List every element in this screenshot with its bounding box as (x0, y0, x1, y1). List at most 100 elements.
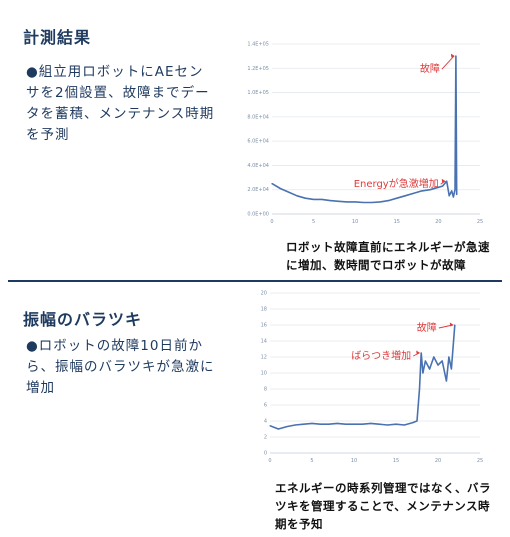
energy-chart-data-point (455, 55, 457, 57)
energy-chart-x-tick-label: 10 (352, 219, 358, 225)
amplitude-chart-x-tick-label: 5 (310, 458, 313, 464)
energy-chart-y-tick-label: 6.0E+04 (247, 139, 269, 145)
amplitude-chart-arrowhead (416, 350, 421, 355)
energy-chart-data-point (454, 189, 456, 191)
energy-chart-data-point (452, 196, 454, 198)
energy-chart-data-point (304, 197, 306, 199)
energy-chart-data-point (437, 186, 439, 188)
amplitude-chart-y-tick-label: 4 (264, 419, 267, 425)
amplitude-chart-data-point (328, 423, 330, 425)
energy-chart-data-point (313, 198, 315, 201)
amplitude-chart-data-point (269, 425, 271, 427)
energy-chart-data-point (412, 192, 415, 194)
energy-chart-y-tick-label: 2.0E+04 (247, 187, 269, 193)
energy-chart-data-point (446, 180, 448, 182)
energy-chart-y-tick-label: 0.0E+00 (247, 212, 269, 218)
amplitude-chart-x-tick-label: 10 (351, 458, 357, 464)
energy-chart-x-tick-label: 25 (477, 219, 483, 225)
energy-chart-data-point (288, 191, 290, 193)
energy-chart-annotation-arrow (441, 55, 455, 70)
energy-chart-data-point (354, 201, 356, 203)
energy-chart-x-tick-label: 0 (270, 219, 273, 225)
amplitude-chart-data-point (412, 422, 414, 424)
energy-chart-data-point (346, 201, 348, 203)
energy-chart: 0.0E+00 2.0E+04 4.0E+04 6.0E+04 8.0E+04 1.0E+… (247, 42, 483, 226)
amplitude-chart-data-point (395, 423, 397, 425)
energy-chart-data-point (337, 200, 340, 202)
amplitude-chart-y-tick-label: 2 (264, 435, 267, 441)
amplitude-chart-annotation-label: ばらつき増加 (351, 349, 411, 362)
energy-chart-arrowhead (450, 53, 455, 58)
amplitude-chart-data-point (378, 423, 380, 425)
amplitude-chart-y-tick-label: 0 (264, 451, 267, 457)
amplitude-chart-data-point (336, 422, 338, 424)
amplitude-chart-data-point (353, 423, 355, 425)
amplitude-chart-y-tick-label: 10 (261, 371, 267, 377)
amplitude-chart-x-tick-label: 20 (435, 458, 441, 464)
section2-title: 振幅のバラツキ (23, 310, 143, 329)
amplitude-chart-data-point (418, 388, 421, 390)
amplitude-chart-data-point (454, 324, 456, 326)
energy-chart-data-point (329, 200, 331, 202)
amplitude-chart-y-tick-label: 12 (261, 355, 267, 361)
amplitude-chart-y-tick-label: 20 (261, 291, 267, 297)
energy-chart-data-point (296, 195, 298, 197)
energy-chart-data-point (362, 201, 365, 204)
energy-chart-y-tick-label: 8.0E+04 (247, 114, 269, 120)
energy-chart-data-point (396, 197, 398, 199)
amplitude-chart-y-tick-label: 16 (261, 323, 267, 329)
amplitude-chart-data-point (311, 422, 313, 424)
amplitude-chart-x-tick-label: 15 (393, 458, 399, 464)
energy-chart-data-point (387, 200, 390, 202)
amplitude-chart-data-point (448, 356, 450, 358)
amplitude-chart-data-point (345, 423, 347, 425)
amplitude-chart-y-tick-label: 14 (261, 339, 267, 345)
energy-chart-data-point (456, 193, 458, 196)
energy-chart-data-point (379, 201, 381, 203)
energy-chart-y-tick-label: 4.0E+04 (247, 163, 269, 169)
amplitude-chart-data-point (387, 424, 389, 426)
amplitude-chart-data-point (403, 424, 405, 426)
amplitude-chart-annotation-label: 故障 (417, 321, 437, 334)
energy-chart-y-tick-label: 1.0E+05 (247, 90, 269, 96)
amplitude-chart-data-point (437, 364, 439, 366)
energy-chart-data-point (404, 195, 406, 197)
amplitude-chart-data-point (294, 424, 296, 426)
section1-bullet: ●組立用ロボットにAEセンサを2個設置、故障までデータを蓄積、メンテナンス時期を… (26, 64, 215, 143)
energy-chart-y-tick-label: 1.2E+05 (247, 66, 269, 72)
amplitude-chart-arrowhead (449, 322, 454, 327)
amplitude-chart-data-point (277, 428, 279, 430)
amplitude-chart-data-point (433, 356, 435, 358)
amplitude-chart-data-point (361, 423, 363, 425)
energy-chart-y-tick-label: 1.4E+05 (247, 42, 269, 48)
section1-title: 計測結果 (23, 28, 92, 47)
amplitude-chart-data-point (286, 426, 288, 428)
energy-chart-x-tick-label: 15 (394, 219, 400, 225)
energy-chart-arrowhead (441, 178, 446, 183)
amplitude-chart-x-tick-label: 25 (477, 458, 483, 464)
amplitude-chart-y-tick-label: 18 (261, 307, 267, 313)
energy-chart-data-point (451, 190, 453, 192)
amplitude-chart-data-point (319, 423, 321, 425)
amplitude-chart-data-point (420, 352, 422, 354)
energy-chart-annotation-label: 故障 (420, 62, 440, 75)
amplitude-chart-data-point (441, 360, 443, 362)
energy-chart-annotation-label: Energyが急激増加 (354, 177, 439, 190)
section1-caption: ロボット故障直前にエネルギーが急速に増加、数時間でロボットが故障 (286, 240, 490, 272)
energy-chart-x-tick-label: 20 (435, 219, 441, 225)
section2-caption: エネルギーの時系列管理ではなく、バラツキを管理することで、メンテナンス時期を予知 (275, 481, 491, 531)
energy-chart-data-point (448, 195, 450, 197)
amplitude-chart-data-point (422, 372, 424, 374)
energy-chart-data-point (279, 187, 281, 190)
amplitude-chart-x-tick-label: 0 (268, 458, 271, 464)
amplitude-chart-data-point (303, 423, 305, 425)
energy-chart-data-point (429, 189, 431, 191)
amplitude-chart-y-tick-label: 6 (264, 403, 267, 409)
energy-chart-data-point (441, 185, 444, 187)
energy-chart-data-point (271, 183, 273, 185)
section-divider (8, 280, 502, 282)
amplitude-chart-data-point (450, 368, 453, 370)
energy-chart-x-tick-label: 5 (312, 219, 315, 225)
amplitude-chart-y-tick-label: 8 (264, 387, 267, 393)
